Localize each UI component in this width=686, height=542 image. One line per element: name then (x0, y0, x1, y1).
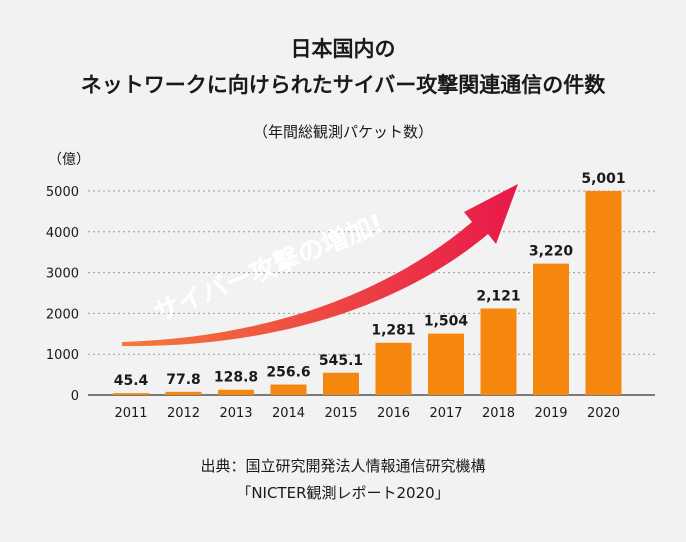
bar-2017 (428, 333, 464, 395)
bar-2019 (533, 263, 569, 395)
x-tick-label-2020: 2020 (587, 406, 620, 421)
data-label-2014: 256.6 (266, 365, 310, 381)
x-tick-label-2016: 2016 (377, 406, 410, 421)
y-tick-label: 3000 (46, 267, 79, 282)
y-tick-label: 0 (71, 389, 79, 404)
source-line2: 「NICTER観測レポート2020」 (236, 484, 450, 502)
bar-2013 (218, 389, 254, 395)
source-line1: 出典：国立研究開発法人情報通信研究機構 (200, 457, 486, 475)
x-tick-label-2013: 2013 (219, 406, 252, 421)
chart-title-line2: ネットワークに向けられたサイバー攻撃関連通信の件数 (80, 73, 606, 97)
chart-title-line1: 日本国内の (290, 37, 396, 61)
data-labels: 45.4 77.8 128.8 256.6 545.1 1,281 1,504 2,121 3,… (114, 171, 626, 389)
axes: （億） 0 1000 2000 3000 4000 5000 2011 2012 2013 201… (46, 152, 620, 421)
x-tick-label-2011: 2011 (114, 406, 147, 421)
data-label-2013: 128.8 (214, 370, 258, 386)
y-axis-unit: （億） (48, 152, 90, 168)
data-label-2011: 45.4 (114, 373, 149, 389)
data-label-2015: 545.1 (319, 353, 363, 369)
y-tick-label: 4000 (46, 226, 79, 241)
x-tick-label-2018: 2018 (482, 406, 515, 421)
bar-2015 (323, 372, 359, 395)
x-tick-label-2019: 2019 (534, 406, 567, 421)
x-tick-label-2017: 2017 (429, 406, 462, 421)
data-label-2017: 1,504 (424, 314, 469, 330)
bar-2016 (375, 342, 412, 395)
bars (113, 190, 622, 395)
bar-2012 (165, 391, 202, 395)
bar-2014 (270, 384, 307, 395)
data-label-2016: 1,281 (371, 323, 415, 339)
y-tick-label: 5000 (46, 185, 79, 200)
data-label-2012: 77.8 (166, 372, 201, 388)
chart-subtitle: （年間総観測パケット数） (252, 123, 433, 141)
data-label-2020: 5,001 (581, 171, 625, 187)
x-tick-label-2014: 2014 (272, 406, 305, 421)
bar-2018 (480, 308, 517, 395)
data-label-2019: 3,220 (529, 244, 574, 260)
bar-2011 (113, 393, 149, 395)
bar-2020 (585, 190, 622, 395)
y-tick-label: 2000 (46, 307, 79, 322)
trend-arrow-shape (122, 184, 518, 347)
x-tick-label-2012: 2012 (167, 406, 200, 421)
trend-annotation: サイバー攻撃の増加! (149, 209, 388, 329)
y-tick-label: 1000 (46, 348, 79, 363)
x-tick-label-2015: 2015 (324, 406, 357, 421)
data-label-2018: 2,121 (476, 288, 520, 304)
